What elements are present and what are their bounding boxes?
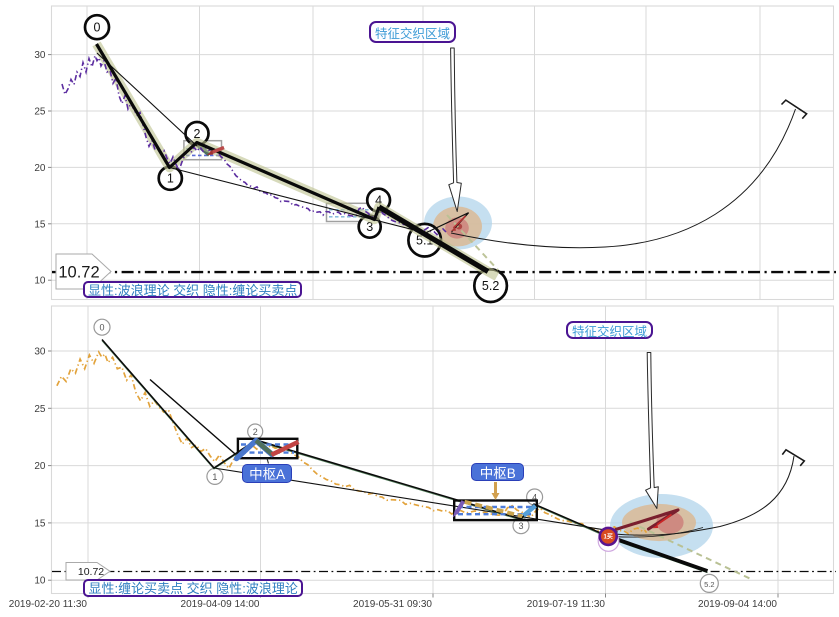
svg-text:10.72: 10.72 xyxy=(78,566,104,578)
svg-text:25: 25 xyxy=(34,107,46,118)
svg-text:3: 3 xyxy=(518,521,523,531)
svg-text:2019-05-31 09:30: 2019-05-31 09:30 xyxy=(353,599,432,610)
svg-text:2: 2 xyxy=(253,427,258,437)
svg-text:2019-09-04 14:00: 2019-09-04 14:00 xyxy=(698,599,777,610)
svg-text:10: 10 xyxy=(34,276,46,287)
svg-text:2: 2 xyxy=(194,127,201,141)
svg-text:3: 3 xyxy=(366,220,373,234)
svg-text:20: 20 xyxy=(34,163,46,174)
svg-text:0: 0 xyxy=(99,323,104,333)
svg-text:4: 4 xyxy=(532,492,537,502)
svg-text:20: 20 xyxy=(34,461,46,472)
svg-text:15: 15 xyxy=(34,219,46,230)
svg-text:30: 30 xyxy=(34,347,46,358)
svg-text:30: 30 xyxy=(34,50,46,61)
svg-text:2019-02-20 11:30: 2019-02-20 11:30 xyxy=(9,599,88,610)
svg-text:0: 0 xyxy=(94,21,101,35)
svg-text:10: 10 xyxy=(34,576,46,587)
svg-text:5.2: 5.2 xyxy=(704,580,714,589)
svg-text:2019-04-09 14:00: 2019-04-09 14:00 xyxy=(181,599,260,610)
svg-text:2019-07-19 11:30: 2019-07-19 11:30 xyxy=(527,599,606,610)
svg-text:5.2: 5.2 xyxy=(482,279,499,293)
svg-text:1: 1 xyxy=(167,172,174,186)
svg-text:15: 15 xyxy=(34,518,46,529)
svg-text:10.72: 10.72 xyxy=(58,264,99,282)
svg-text:1: 1 xyxy=(212,472,217,482)
svg-text:25: 25 xyxy=(34,404,46,415)
svg-text:4: 4 xyxy=(375,194,382,208)
svg-text:1买: 1买 xyxy=(604,533,613,541)
